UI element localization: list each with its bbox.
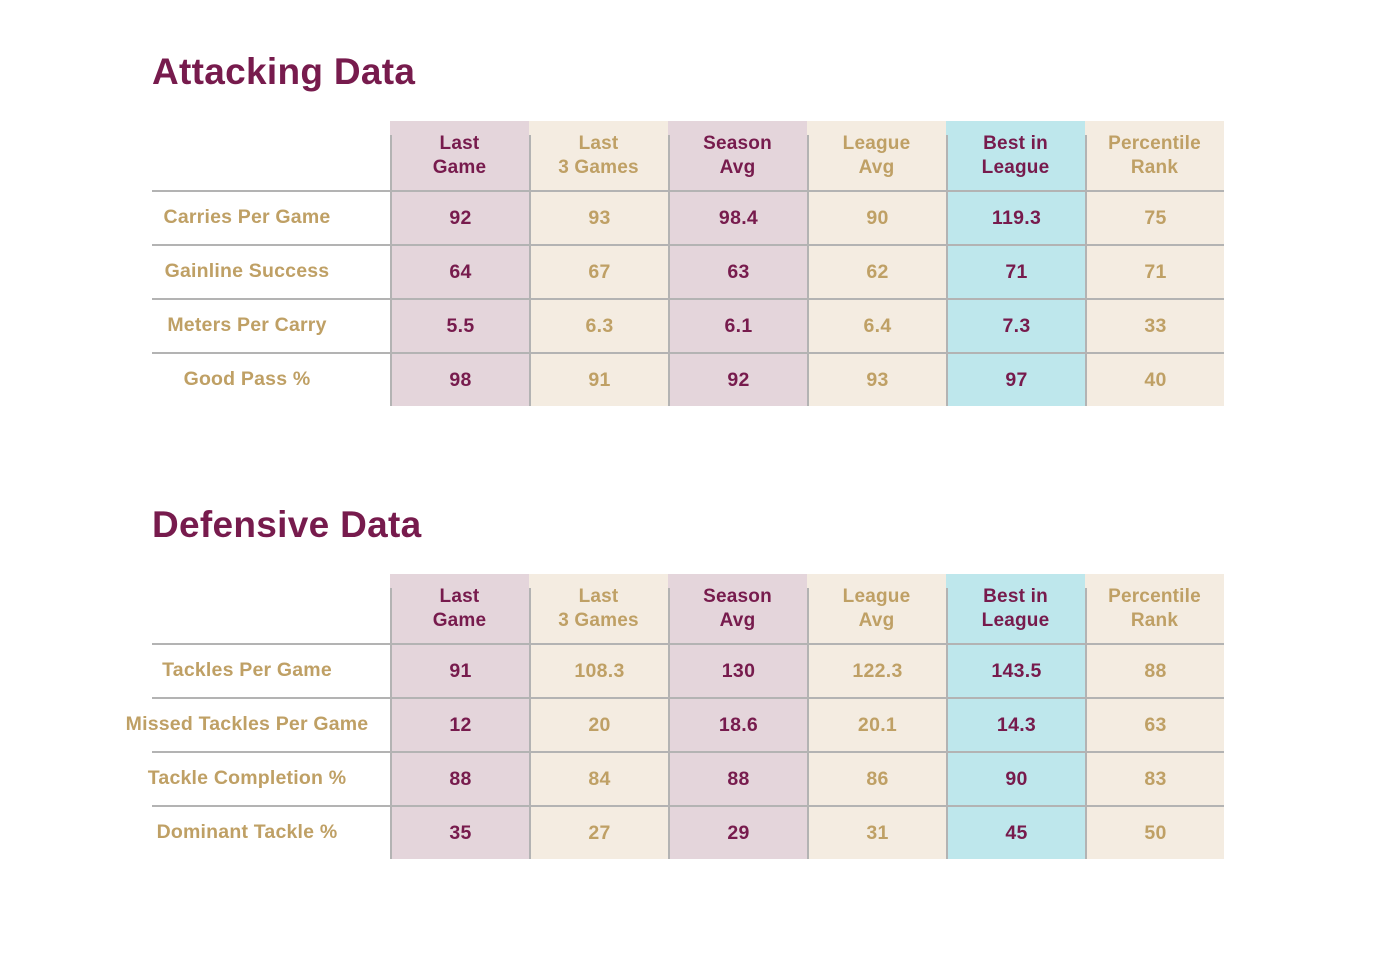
row-label-good-pass-pct: Good Pass %	[104, 352, 390, 406]
stat-cell: 63	[668, 244, 807, 298]
stat-cell: 7.3	[946, 298, 1085, 352]
stat-cell: 92	[668, 352, 807, 406]
corner-cell	[104, 121, 390, 190]
stat-cell: 40	[1085, 352, 1224, 406]
corner-cell	[104, 574, 390, 643]
stat-cell: 93	[807, 352, 946, 406]
stat-cell: 6.4	[807, 298, 946, 352]
stat-cell: 50	[1085, 805, 1224, 859]
defensive-data-section: Defensive Data Last Game Last 3 Games Se…	[104, 406, 1379, 859]
stat-cell: 90	[807, 190, 946, 244]
defensive-data-table: Last Game Last 3 Games Season Avg League…	[104, 574, 1224, 859]
stat-cell: 90	[946, 751, 1085, 805]
attacking-data-section: Attacking Data Last Game Last 3 Games Se…	[104, 0, 1379, 406]
col-header-last-3-games: Last 3 Games	[529, 574, 668, 643]
row-label-tackle-completion-pct: Tackle Completion %	[104, 751, 390, 805]
stat-cell: 83	[1085, 751, 1224, 805]
attacking-data-table: Last Game Last 3 Games Season Avg League…	[104, 121, 1224, 406]
stat-cell: 86	[807, 751, 946, 805]
stat-cell: 75	[1085, 190, 1224, 244]
row-label-tackles-per-game: Tackles Per Game	[104, 643, 390, 697]
col-header-best-in-league: Best in League	[946, 574, 1085, 643]
stat-cell: 62	[807, 244, 946, 298]
stat-cell: 20.1	[807, 697, 946, 751]
stat-cell: 88	[668, 751, 807, 805]
stat-cell: 35	[390, 805, 529, 859]
stat-cell: 88	[390, 751, 529, 805]
stat-cell: 91	[529, 352, 668, 406]
stat-cell: 98.4	[668, 190, 807, 244]
col-header-last-3-games: Last 3 Games	[529, 121, 668, 190]
col-header-league-avg: League Avg	[807, 574, 946, 643]
stat-cell: 14.3	[946, 697, 1085, 751]
col-header-league-avg: League Avg	[807, 121, 946, 190]
stat-cell: 31	[807, 805, 946, 859]
row-label-dominant-tackle-pct: Dominant Tackle %	[104, 805, 390, 859]
stat-cell: 122.3	[807, 643, 946, 697]
stat-cell: 6.1	[668, 298, 807, 352]
col-header-percentile-rank: Percentile Rank	[1085, 121, 1224, 190]
col-header-percentile-rank: Percentile Rank	[1085, 574, 1224, 643]
stat-cell: 18.6	[668, 697, 807, 751]
stat-cell: 29	[668, 805, 807, 859]
stat-cell: 97	[946, 352, 1085, 406]
col-header-last-game: Last Game	[390, 574, 529, 643]
stat-cell: 71	[946, 244, 1085, 298]
col-header-best-in-league: Best in League	[946, 121, 1085, 190]
stat-cell: 98	[390, 352, 529, 406]
defensive-data-title: Defensive Data	[152, 504, 422, 545]
stat-cell: 88	[1085, 643, 1224, 697]
col-header-season-avg: Season Avg	[668, 121, 807, 190]
stat-cell: 12	[390, 697, 529, 751]
row-label-missed-tackles-per-game: Missed Tackles Per Game	[104, 697, 390, 751]
stat-cell: 71	[1085, 244, 1224, 298]
stat-cell: 84	[529, 751, 668, 805]
stat-cell: 6.3	[529, 298, 668, 352]
stat-cell: 108.3	[529, 643, 668, 697]
row-label-carries-per-game: Carries Per Game	[104, 190, 390, 244]
stat-cell: 27	[529, 805, 668, 859]
stat-cell: 33	[1085, 298, 1224, 352]
row-label-meters-per-carry: Meters Per Carry	[104, 298, 390, 352]
stat-cell: 119.3	[946, 190, 1085, 244]
stat-cell: 5.5	[390, 298, 529, 352]
stat-cell: 64	[390, 244, 529, 298]
stat-cell: 63	[1085, 697, 1224, 751]
stat-cell: 67	[529, 244, 668, 298]
col-header-season-avg: Season Avg	[668, 574, 807, 643]
attacking-data-title: Attacking Data	[152, 51, 416, 92]
stat-cell: 20	[529, 697, 668, 751]
stat-cell: 93	[529, 190, 668, 244]
stat-cell: 130	[668, 643, 807, 697]
stat-cell: 92	[390, 190, 529, 244]
stat-cell: 143.5	[946, 643, 1085, 697]
col-header-last-game: Last Game	[390, 121, 529, 190]
stat-cell: 91	[390, 643, 529, 697]
row-label-gainline-success: Gainline Success	[104, 244, 390, 298]
stat-cell: 45	[946, 805, 1085, 859]
